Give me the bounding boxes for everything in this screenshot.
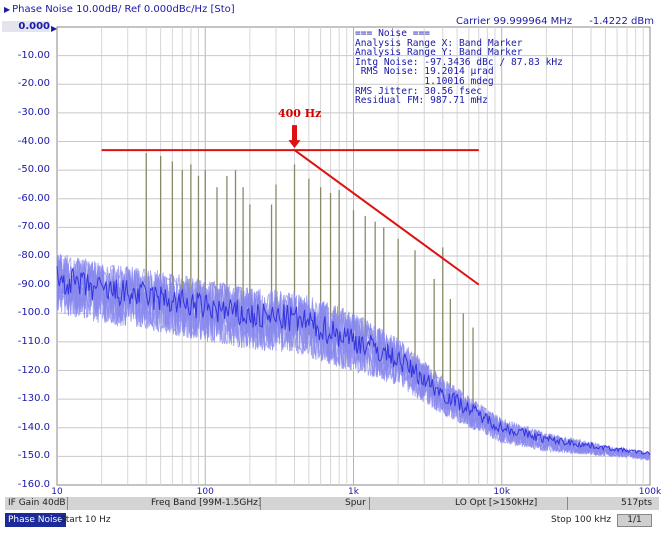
y-tick-label: -160.0 [17,479,50,490]
y-tick-label: -30.00 [17,106,50,118]
y-tick-label: -150.0 [17,450,50,462]
mode-tab-phase-noise[interactable]: Phase Noise [5,513,66,527]
status-divider [369,497,370,510]
carrier-frequency: Carrier 99.999964 MHz [456,16,573,27]
bottom-bar: Phase Noise Start 10 Hz Stop 100 kHz 1/1 [5,513,659,527]
stop-frequency[interactable]: Stop 100 kHz [551,515,612,525]
noise-info-line: 1.10016 mdeg [355,75,494,87]
status-divider [67,497,68,510]
noise-info-line: RMS Noise: 19.2014 µrad [355,66,494,78]
y-tick-label: -60.00 [17,192,50,204]
annotation-slope-line [293,149,480,286]
noise-info-line: Analysis Range Y: Band Marker [355,47,523,59]
ref-level-marker-icon[interactable]: ▶ [51,24,58,33]
y-tick-label: -130.0 [17,393,50,405]
noise-info-line: Analysis Range X: Band Marker [355,37,523,49]
y-tick-label: -120.0 [17,364,50,376]
y-tick-label: -80.00 [17,250,50,261]
x-tick-label: 1k [348,487,359,497]
noise-info-line: Residual FM: 987.71 mHz [355,95,488,107]
noise-info-panel: === Noise === Analysis Range X: Band Mark… [355,29,563,106]
start-frequency[interactable]: Start 10 Hz [60,515,111,525]
noise-traces [56,252,651,462]
noise-info-line: === Noise === [355,28,431,39]
y-tick-label: -90.00 [17,278,50,290]
y-tick-label: -140.0 [17,421,50,433]
y-tick-label: -40.00 [17,135,50,147]
x-tick-label: 10k [493,487,511,497]
grid-lines [57,27,650,485]
annotation-label: 400 Hz [278,107,322,120]
y-tick-label: -20.00 [17,78,50,90]
x-tick-label: 10 [51,487,63,497]
y-tick-label: 0.000 [2,21,50,32]
y-tick-label: -110.0 [17,335,50,347]
carrier-readout: Carrier 99.999964 MHz -1.4222 dBm [456,16,654,27]
noise-info-line: RMS Jitter: 30.56 fsec [355,85,483,97]
carrier-level: -1.4222 dBm [589,16,654,27]
y-tick-label: -100.0 [17,307,50,319]
status-divider [260,497,261,510]
x-tick-label: 100 [196,487,214,497]
noise-trace-main [56,266,651,456]
annotation-lines [101,125,480,286]
status-divider [567,497,568,510]
window-title: ▶ Phase Noise 10.00dB/ Ref 0.000dBc/Hz [… [4,4,235,15]
annotation-arrow-icon [288,125,301,149]
page-indicator[interactable]: 1/1 [617,514,652,527]
lo-opt-status[interactable]: LO Opt [>150kHz] [455,498,538,508]
noise-info-line: Intg Noise: -97.3436 dBc / 87.83 kHz [355,56,563,68]
y-tick-label: -10.00 [17,49,50,61]
x-tick-label: 100k [638,487,662,497]
if-gain-status[interactable]: IF Gain 40dB [8,498,66,508]
title-text: Phase Noise 10.00dB/ Ref 0.000dBc/Hz [St… [12,4,235,15]
status-bar: IF Gain 40dB Freq Band [99M-1.5GHz] Spur… [5,497,659,510]
noise-trace-envelope [56,260,651,461]
y-tick-label: -50.00 [17,164,50,176]
points-status: 517pts [621,498,653,508]
freq-band-status[interactable]: Freq Band [99M-1.5GHz] [151,498,262,508]
y-tick-label: -70.00 [17,221,50,233]
spur-status[interactable]: Spur [345,498,366,508]
trace-marker-icon: ▶ [4,5,11,14]
